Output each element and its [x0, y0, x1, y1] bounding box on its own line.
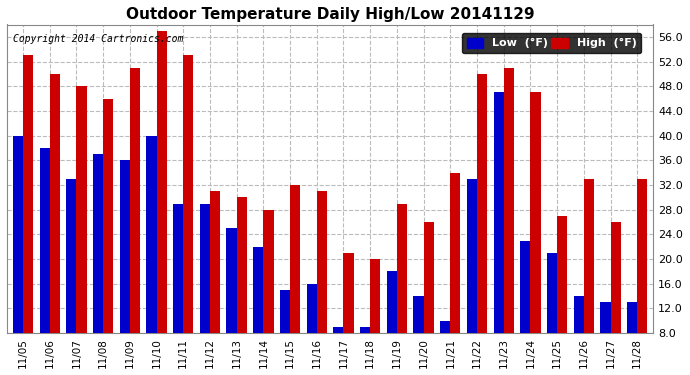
Bar	[371, 259, 380, 333]
Bar	[451, 172, 460, 333]
Bar	[397, 204, 407, 333]
Bar	[13, 136, 23, 333]
Bar	[77, 86, 86, 333]
Text: Copyright 2014 Cartronics.com: Copyright 2014 Cartronics.com	[13, 34, 184, 44]
Bar	[344, 253, 354, 333]
Bar	[306, 284, 317, 333]
Bar	[557, 216, 567, 333]
Bar	[573, 296, 584, 333]
Legend: Low  (°F), High  (°F): Low (°F), High (°F)	[462, 33, 641, 53]
Bar	[638, 179, 647, 333]
Bar	[387, 272, 397, 333]
Bar	[360, 327, 371, 333]
Bar	[103, 99, 113, 333]
Bar	[210, 191, 220, 333]
Bar	[237, 197, 247, 333]
Bar	[547, 253, 557, 333]
Bar	[264, 210, 273, 333]
Bar	[504, 68, 514, 333]
Bar	[23, 56, 33, 333]
Bar	[39, 148, 50, 333]
Bar	[226, 228, 237, 333]
Bar	[333, 327, 344, 333]
Title: Outdoor Temperature Daily High/Low 20141129: Outdoor Temperature Daily High/Low 20141…	[126, 7, 535, 22]
Bar	[173, 204, 184, 333]
Bar	[477, 74, 487, 333]
Bar	[130, 68, 140, 333]
Bar	[50, 74, 60, 333]
Bar	[119, 160, 130, 333]
Bar	[520, 241, 531, 333]
Bar	[317, 191, 327, 333]
Bar	[424, 222, 434, 333]
Bar	[627, 302, 638, 333]
Bar	[146, 136, 157, 333]
Bar	[280, 290, 290, 333]
Bar	[467, 179, 477, 333]
Bar	[66, 179, 77, 333]
Bar	[290, 185, 300, 333]
Bar	[200, 204, 210, 333]
Bar	[413, 296, 424, 333]
Bar	[93, 154, 103, 333]
Bar	[584, 179, 594, 333]
Bar	[531, 92, 540, 333]
Bar	[611, 222, 621, 333]
Bar	[440, 321, 451, 333]
Bar	[184, 56, 193, 333]
Bar	[157, 31, 167, 333]
Bar	[493, 92, 504, 333]
Bar	[600, 302, 611, 333]
Bar	[253, 247, 264, 333]
